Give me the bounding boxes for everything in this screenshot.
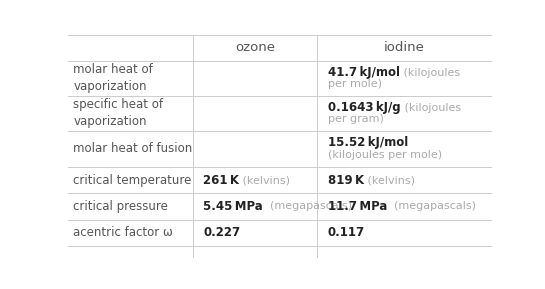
Text: (megapascals): (megapascals) — [387, 201, 476, 212]
Text: molar heat of
vaporization: molar heat of vaporization — [73, 63, 153, 93]
Text: acentric factor ω: acentric factor ω — [73, 226, 173, 239]
Text: ozone: ozone — [235, 41, 275, 54]
Text: 819 K: 819 K — [328, 174, 364, 187]
Text: 5.45 MPa: 5.45 MPa — [203, 200, 263, 213]
Text: 0.117: 0.117 — [328, 226, 365, 239]
Text: per gram): per gram) — [328, 114, 384, 124]
Text: (kelvins): (kelvins) — [364, 175, 415, 185]
Text: 0.1643 kJ/g: 0.1643 kJ/g — [328, 101, 401, 114]
Text: critical pressure: critical pressure — [73, 200, 168, 213]
Text: (kilojoules: (kilojoules — [400, 68, 460, 78]
Text: (kilojoules: (kilojoules — [401, 103, 461, 113]
Text: critical temperature: critical temperature — [73, 174, 192, 187]
Text: molar heat of fusion: molar heat of fusion — [73, 142, 192, 155]
Text: specific heat of
vaporization: specific heat of vaporization — [73, 98, 163, 128]
Text: 11.7 MPa: 11.7 MPa — [328, 200, 387, 213]
Text: (megapascals): (megapascals) — [263, 201, 352, 212]
Text: (kelvins): (kelvins) — [239, 175, 290, 185]
Text: 0.227: 0.227 — [203, 226, 240, 239]
Text: 261 K: 261 K — [203, 174, 239, 187]
Text: (kilojoules per mole): (kilojoules per mole) — [328, 150, 442, 160]
Text: 15.52 kJ/mol: 15.52 kJ/mol — [328, 136, 408, 149]
Text: 41.7 kJ/mol: 41.7 kJ/mol — [328, 66, 400, 79]
Text: per mole): per mole) — [328, 79, 382, 89]
Text: iodine: iodine — [384, 41, 425, 54]
